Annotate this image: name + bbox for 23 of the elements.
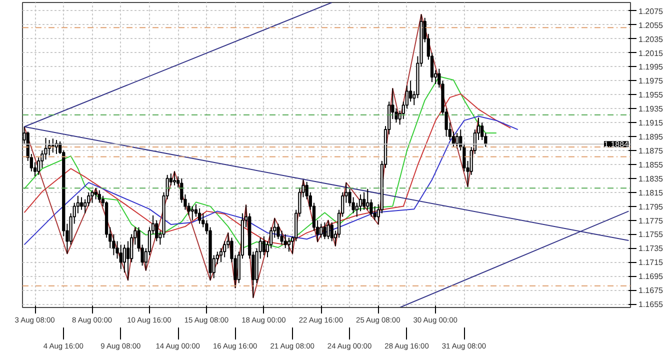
y-tick-label: 1.2075 [638,6,664,16]
y-tick-label: 1.2035 [638,34,664,44]
y-tick-label: 1.1955 [638,90,664,100]
y-tick-label: 1.1755 [638,230,664,240]
y-tick-label: 1.1675 [638,286,664,296]
y-tick-label: 1.1935 [638,104,664,114]
y-tick-label: 1.1655 [638,300,664,310]
y-tick-label: 1.1715 [638,258,664,268]
y-tick-label: 1.1875 [638,146,664,156]
y-tick-label: 1.1855 [638,160,664,170]
y-tick-label: 1.1815 [638,188,664,198]
y-tick-label: 1.1995 [638,62,664,72]
y-tick-label: 1.1695 [638,272,664,282]
y-tick-label: 1.1835 [638,174,664,184]
y-tick-label: 1.2055 [638,20,664,30]
y-tick-label: 1.1895 [638,132,664,142]
y-tick-label: 1.1735 [638,244,664,254]
y-tick-label: 1.1775 [638,216,664,226]
y-tick-label: 1.1795 [638,202,664,212]
y-tick-label: 1.2015 [638,48,664,58]
y-tick-label: 1.1915 [638,118,664,128]
y-tick-label: 1.1975 [638,76,664,86]
ref-line-label: 1.1884 [604,140,630,150]
